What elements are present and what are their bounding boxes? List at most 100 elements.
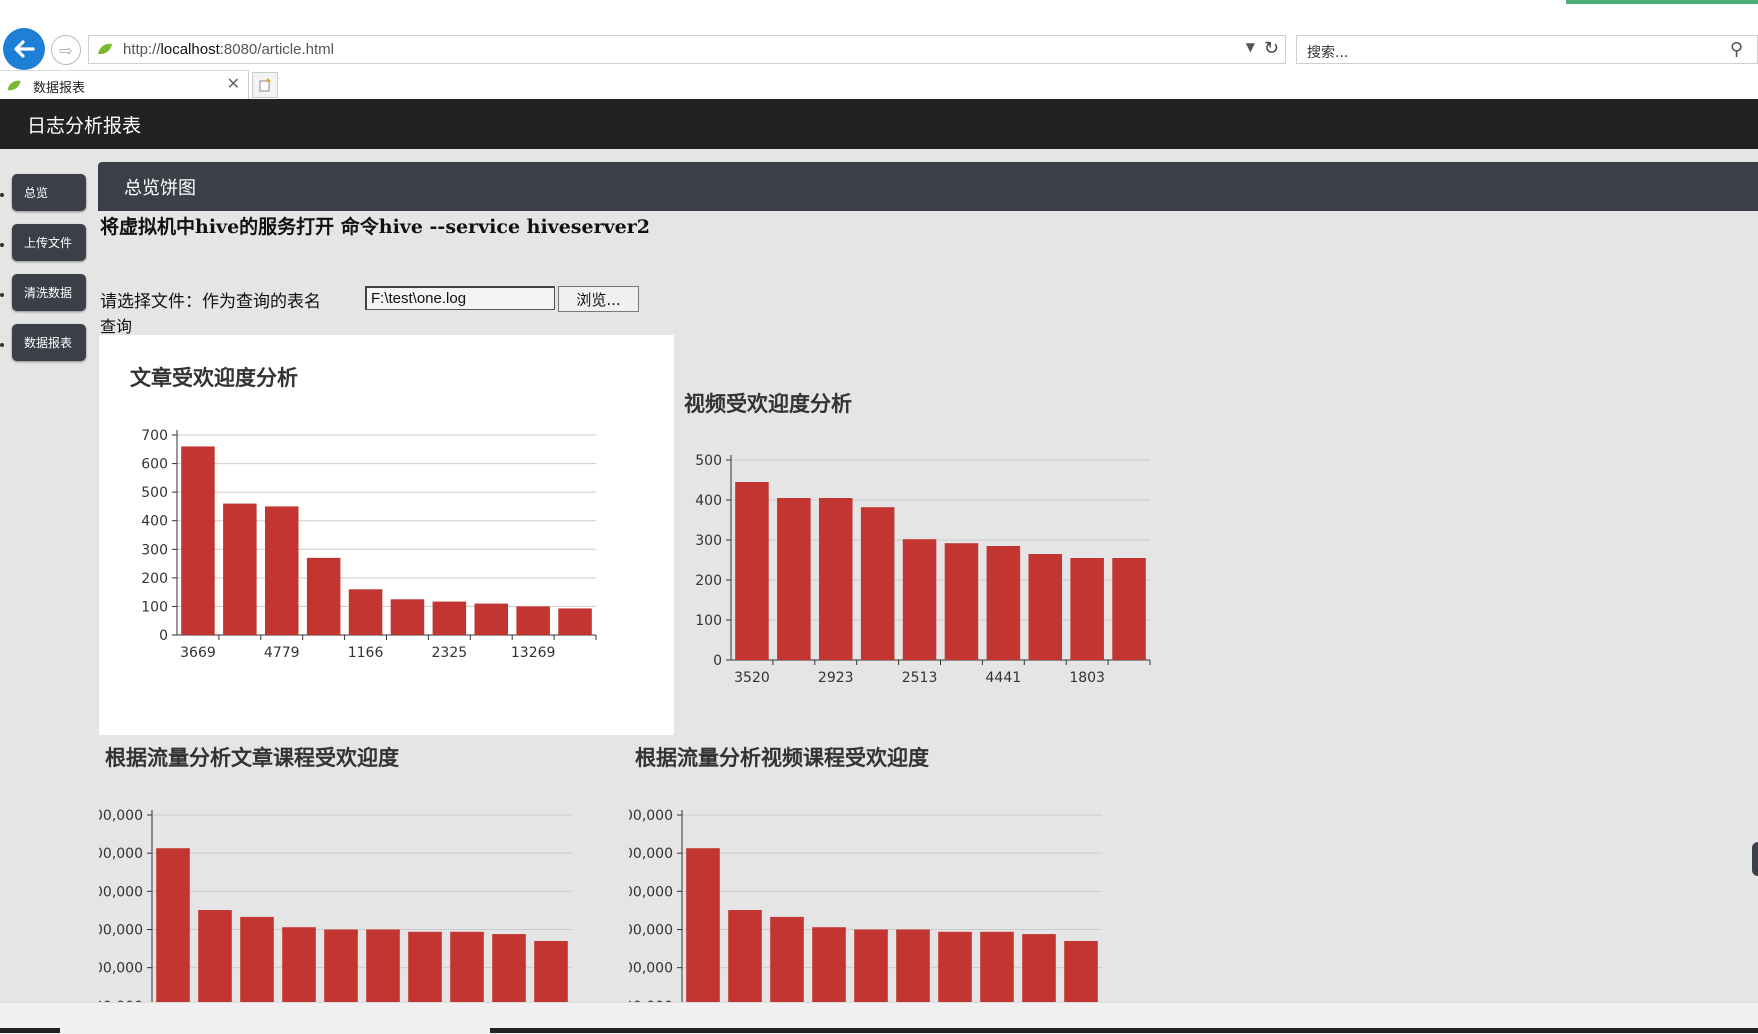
bar[interactable] bbox=[1064, 940, 1098, 1002]
bar[interactable] bbox=[534, 940, 568, 1002]
address-bar[interactable]: http://localhost:8080/article.html ▼ ↻ bbox=[88, 35, 1286, 64]
y-tick-label: 100 bbox=[141, 599, 168, 615]
bar[interactable] bbox=[896, 929, 930, 1003]
bar[interactable] bbox=[156, 848, 190, 1002]
y-tick-label: 00,000 bbox=[99, 961, 143, 977]
bar[interactable] bbox=[492, 934, 526, 1002]
y-tick-label: 300 bbox=[141, 542, 168, 558]
bar[interactable] bbox=[474, 603, 509, 635]
article-traffic-chart: 00,00000,00000,00000,00000,00000,00000,0… bbox=[99, 808, 572, 1003]
bar[interactable] bbox=[1028, 554, 1063, 660]
sidebar-item-label: 清洗数据 bbox=[24, 286, 73, 300]
browser-tab[interactable]: 数据报表 ✕ bbox=[0, 70, 249, 99]
bar[interactable] bbox=[282, 927, 316, 1002]
y-tick-label: 200 bbox=[695, 573, 722, 589]
forward-button[interactable]: ⇨ bbox=[51, 35, 81, 65]
tab-leaf-icon bbox=[7, 80, 21, 91]
y-tick-label: 0 bbox=[713, 653, 722, 669]
app-title: 日志分析报表 bbox=[27, 115, 142, 137]
y-tick-label: 00,000 bbox=[629, 884, 673, 900]
sidebar-item-upload[interactable]: 上传文件 bbox=[12, 224, 86, 261]
y-tick-label: 0 bbox=[159, 628, 168, 644]
hive-hint-text: 将虚拟机中hive的服务打开 命令hive --service hiveserv… bbox=[100, 216, 650, 238]
chevron-down-icon[interactable]: ▼ bbox=[1245, 40, 1255, 54]
bar[interactable] bbox=[944, 543, 979, 660]
y-tick-label: 00,000 bbox=[99, 808, 143, 824]
bar[interactable] bbox=[818, 498, 853, 660]
section-header: 总览饼图 bbox=[98, 162, 1758, 211]
y-tick-label: 00,000 bbox=[629, 923, 673, 939]
bar[interactable] bbox=[432, 601, 467, 635]
bar[interactable] bbox=[902, 539, 937, 660]
sidebar-item-label: 总览 bbox=[24, 186, 49, 200]
site-leaf-icon bbox=[98, 43, 112, 55]
bar[interactable] bbox=[938, 931, 972, 1002]
chart-title: 视频受欢迎度分析 bbox=[684, 392, 852, 416]
bullet-icon bbox=[0, 343, 4, 347]
bar[interactable] bbox=[198, 910, 232, 1002]
sidebar-item-overview[interactable]: 总览 bbox=[12, 174, 86, 211]
bar[interactable] bbox=[324, 929, 358, 1003]
file-path-input[interactable]: F:\test\one.log bbox=[365, 286, 555, 310]
bar[interactable] bbox=[1112, 558, 1146, 660]
bar[interactable] bbox=[348, 589, 383, 635]
bar[interactable] bbox=[980, 931, 1014, 1002]
browser-search-box[interactable]: 搜索... ⚲ bbox=[1296, 35, 1758, 64]
scroll-handle[interactable] bbox=[1752, 842, 1758, 876]
sidebar-item-label: 数据报表 bbox=[24, 336, 73, 350]
x-tick-label: 2325 bbox=[432, 645, 468, 661]
back-button[interactable] bbox=[3, 28, 45, 70]
refresh-icon[interactable]: ↻ bbox=[1263, 38, 1279, 59]
x-tick-label: 1803 bbox=[1069, 670, 1105, 686]
app-header: 日志分析报表 bbox=[0, 99, 1758, 149]
bullet-icon bbox=[0, 293, 4, 297]
chart-title: 根据流量分析文章课程受欢迎度 bbox=[105, 746, 399, 770]
y-tick-label: 400 bbox=[141, 514, 168, 530]
bar[interactable] bbox=[735, 482, 769, 660]
y-tick-label: 400 bbox=[695, 493, 722, 509]
bar[interactable] bbox=[1070, 558, 1104, 660]
x-tick-label: 2923 bbox=[818, 670, 854, 686]
bar[interactable] bbox=[306, 557, 341, 635]
chart-title: 根据流量分析视频课程受欢迎度 bbox=[635, 746, 929, 770]
browse-button[interactable]: 浏览... bbox=[558, 286, 639, 312]
back-arrow-icon bbox=[14, 40, 35, 58]
bar[interactable] bbox=[986, 546, 1021, 660]
y-tick-label: 00,000 bbox=[99, 846, 143, 862]
y-tick-label: 00,000 bbox=[629, 999, 673, 1002]
bar[interactable] bbox=[854, 929, 888, 1003]
bar[interactable] bbox=[390, 599, 425, 635]
bar[interactable] bbox=[686, 848, 720, 1002]
bar[interactable] bbox=[812, 927, 846, 1002]
article-popularity-chart: 0 100 200 300 400 500 600 700 3669 4779 1166 2325 13… bbox=[141, 428, 597, 661]
x-tick-label: 4779 bbox=[264, 645, 300, 661]
y-tick-label: 500 bbox=[695, 453, 722, 469]
y-tick-label: 00,000 bbox=[99, 999, 143, 1002]
y-tick-label: 00,000 bbox=[629, 808, 673, 824]
bar[interactable] bbox=[516, 606, 550, 635]
x-tick-label: 4441 bbox=[986, 670, 1022, 686]
new-tab-button[interactable] bbox=[252, 72, 278, 98]
bar[interactable] bbox=[860, 507, 895, 660]
bar[interactable] bbox=[408, 931, 442, 1002]
close-icon[interactable]: ✕ bbox=[226, 74, 240, 93]
sidebar-item-reports[interactable]: 数据报表 bbox=[12, 324, 86, 361]
sidebar-item-clean[interactable]: 清洗数据 bbox=[12, 274, 86, 311]
bar[interactable] bbox=[728, 910, 762, 1002]
bar[interactable] bbox=[264, 506, 299, 635]
bar[interactable] bbox=[558, 608, 592, 635]
bar[interactable] bbox=[366, 929, 400, 1003]
bar[interactable] bbox=[181, 446, 215, 635]
query-button[interactable]: 查询 bbox=[100, 317, 133, 336]
bar[interactable] bbox=[777, 498, 811, 660]
bar[interactable] bbox=[240, 916, 274, 1002]
y-tick-label: 500 bbox=[141, 485, 168, 501]
bar[interactable] bbox=[1022, 934, 1056, 1002]
search-icon[interactable]: ⚲ bbox=[1729, 39, 1743, 60]
sidebar-item-label: 上传文件 bbox=[24, 236, 73, 250]
video-popularity-chart: 0 100 200 300 400 500 3520 2923 2513 4441 1803 bbox=[695, 453, 1151, 686]
bar[interactable] bbox=[223, 503, 257, 635]
bar[interactable] bbox=[450, 931, 484, 1002]
bar[interactable] bbox=[770, 916, 804, 1002]
bullet-icon bbox=[0, 243, 4, 247]
